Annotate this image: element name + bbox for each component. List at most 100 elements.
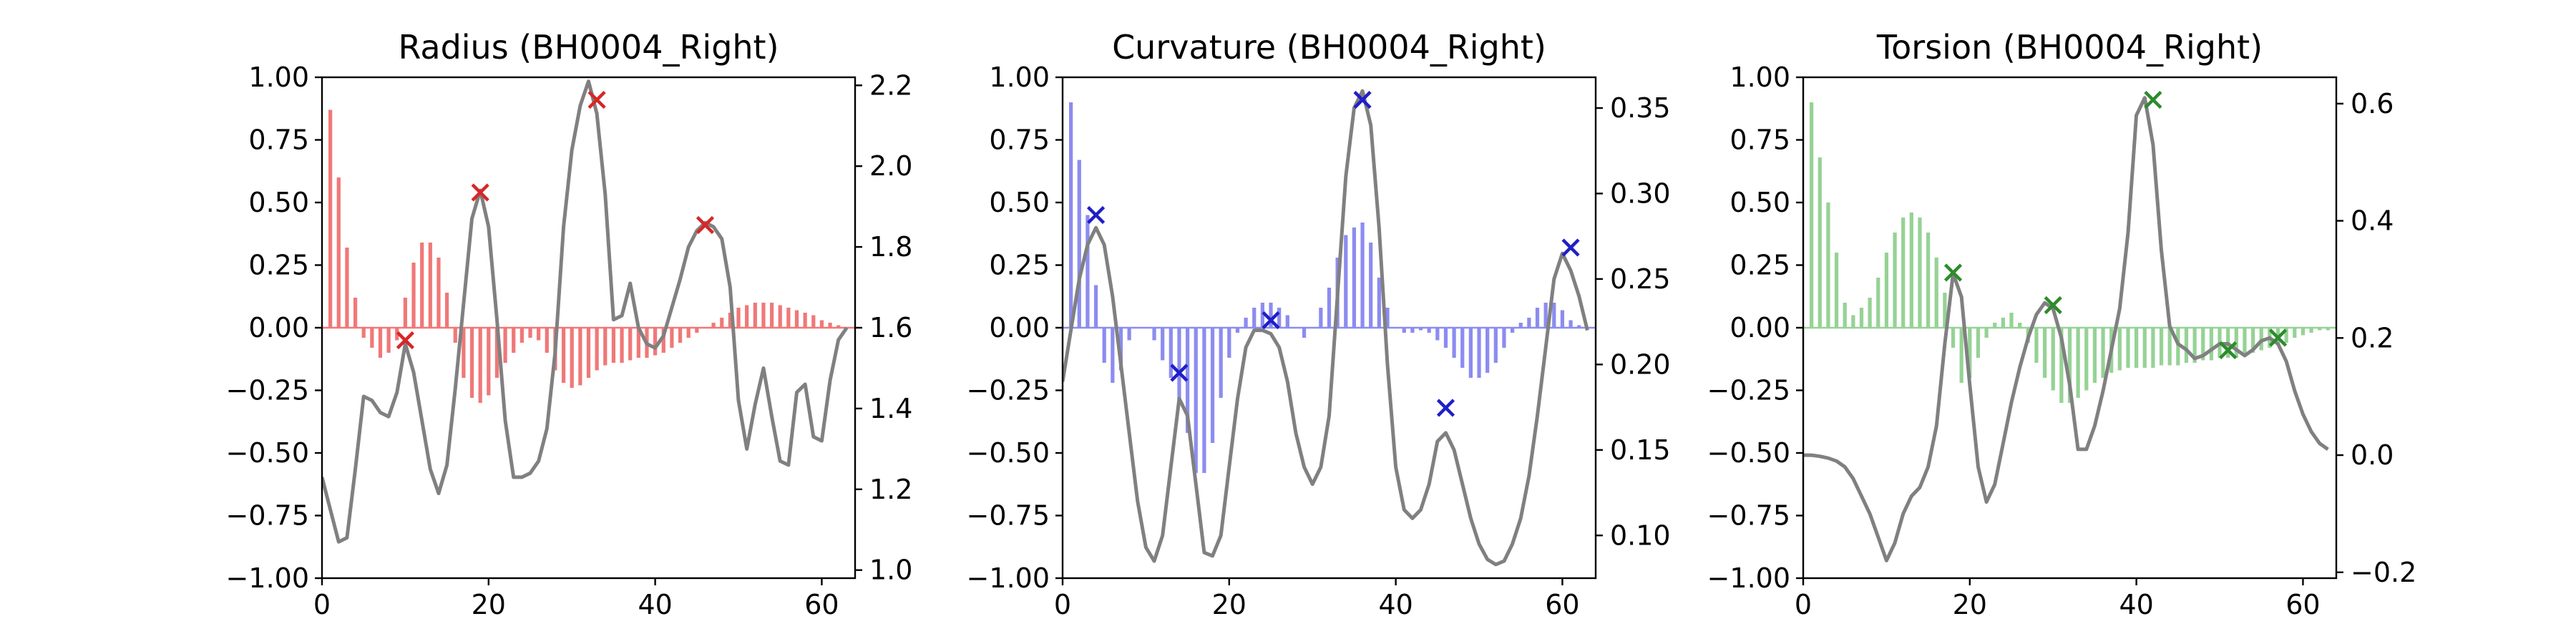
bar [2126, 328, 2130, 368]
bar [1402, 328, 1406, 333]
y2-tick-label: 2.2 [869, 69, 912, 101]
bar [2209, 328, 2214, 361]
bar [720, 318, 724, 328]
bar [1468, 328, 1473, 378]
bar [695, 328, 699, 333]
peak-marker [1943, 263, 1963, 282]
plot-area [1063, 89, 1596, 567]
y-tick-label: −0.75 [1707, 500, 1790, 532]
peak-marker [1086, 205, 1106, 225]
bar [1127, 328, 1131, 341]
y-tick-label: 0.00 [1729, 312, 1790, 343]
bar [420, 243, 424, 328]
bar [2184, 328, 2189, 363]
bar [1185, 328, 1190, 433]
y-tick-label: −1.00 [1707, 562, 1790, 594]
plot-area [1803, 96, 2336, 562]
bar [545, 328, 549, 353]
bar [1502, 328, 1506, 348]
bar [1943, 293, 1947, 328]
y-tick-label: 0.00 [248, 312, 309, 343]
bar [2018, 323, 2022, 328]
y2-tick-label: 1.2 [869, 474, 912, 505]
bar [1377, 278, 1381, 328]
bar [1535, 308, 1540, 328]
bar [1993, 323, 1997, 328]
y-tick-label: −0.50 [1707, 437, 1790, 469]
bar [1177, 328, 1181, 403]
chart-title: Curvature (BH0004_Right) [1112, 28, 1546, 67]
bar [1352, 228, 1357, 328]
bar [1560, 310, 1565, 328]
bar [578, 328, 582, 386]
y-tick-label: −1.00 [967, 562, 1050, 594]
bar [1818, 157, 1822, 328]
bar [1527, 318, 1531, 328]
bar [561, 328, 566, 383]
bar [1934, 258, 1938, 328]
y2-tick-label: 1.4 [869, 393, 912, 424]
x-tick-label: 20 [1953, 589, 1987, 620]
bar [487, 328, 491, 396]
bar [1552, 303, 1556, 328]
bar [403, 298, 408, 328]
bar [494, 328, 499, 378]
x-tick-label: 20 [472, 589, 506, 620]
bar [2117, 328, 2122, 371]
peak-marker [587, 90, 606, 109]
bar [2234, 328, 2238, 358]
bar [2243, 328, 2247, 356]
bar [345, 248, 349, 328]
bar [537, 328, 541, 341]
bar [1568, 320, 1573, 328]
bar [1111, 328, 1115, 383]
x-tick-label: 40 [1378, 589, 1413, 620]
bar [1909, 213, 1913, 328]
bar [478, 328, 482, 403]
bar [2076, 328, 2080, 398]
marker-stroke [2144, 90, 2162, 109]
y2-tick-label: 1.8 [869, 231, 912, 263]
bar [1277, 308, 1282, 328]
bar [1344, 235, 1348, 328]
marker-stroke [1353, 90, 1372, 109]
bar [2309, 328, 2313, 333]
bar [2192, 328, 2197, 363]
bar [1410, 328, 1415, 333]
marker-stroke [1262, 311, 1280, 330]
series-line [322, 79, 849, 544]
bar [1452, 328, 1456, 358]
chart-panel-1: −1.00−0.75−0.50−0.250.000.250.500.751.00… [226, 28, 913, 620]
bar [1202, 328, 1206, 473]
bar [1868, 298, 1872, 328]
bar [761, 303, 766, 328]
marker-stroke [587, 90, 606, 109]
bar [678, 328, 683, 343]
bar [1252, 308, 1257, 328]
bar [1369, 243, 1373, 328]
bar [1577, 325, 1581, 328]
bar [2051, 328, 2055, 391]
bar [1968, 328, 1972, 378]
bar [1285, 315, 1289, 328]
bar [1834, 253, 1839, 328]
bar [1859, 308, 1864, 328]
x-tick-label: 60 [804, 589, 839, 620]
x-tick-label: 40 [638, 589, 672, 620]
bar [1244, 318, 1248, 328]
bar [1884, 253, 1889, 328]
peak-marker [1436, 399, 1455, 417]
marker-stroke [1170, 364, 1189, 382]
bar [2250, 328, 2255, 353]
bar [428, 243, 432, 328]
bar [336, 177, 341, 328]
marker-stroke [1086, 205, 1106, 225]
y-tick-label: 0.50 [1729, 187, 1790, 218]
bar [1427, 328, 1431, 333]
bar [1118, 328, 1123, 371]
bar [1443, 328, 1448, 348]
bar [2301, 328, 2306, 336]
y2-tick-label: 0.20 [1610, 348, 1671, 380]
bar [2101, 328, 2105, 378]
y-tick-label: −0.75 [226, 500, 309, 532]
